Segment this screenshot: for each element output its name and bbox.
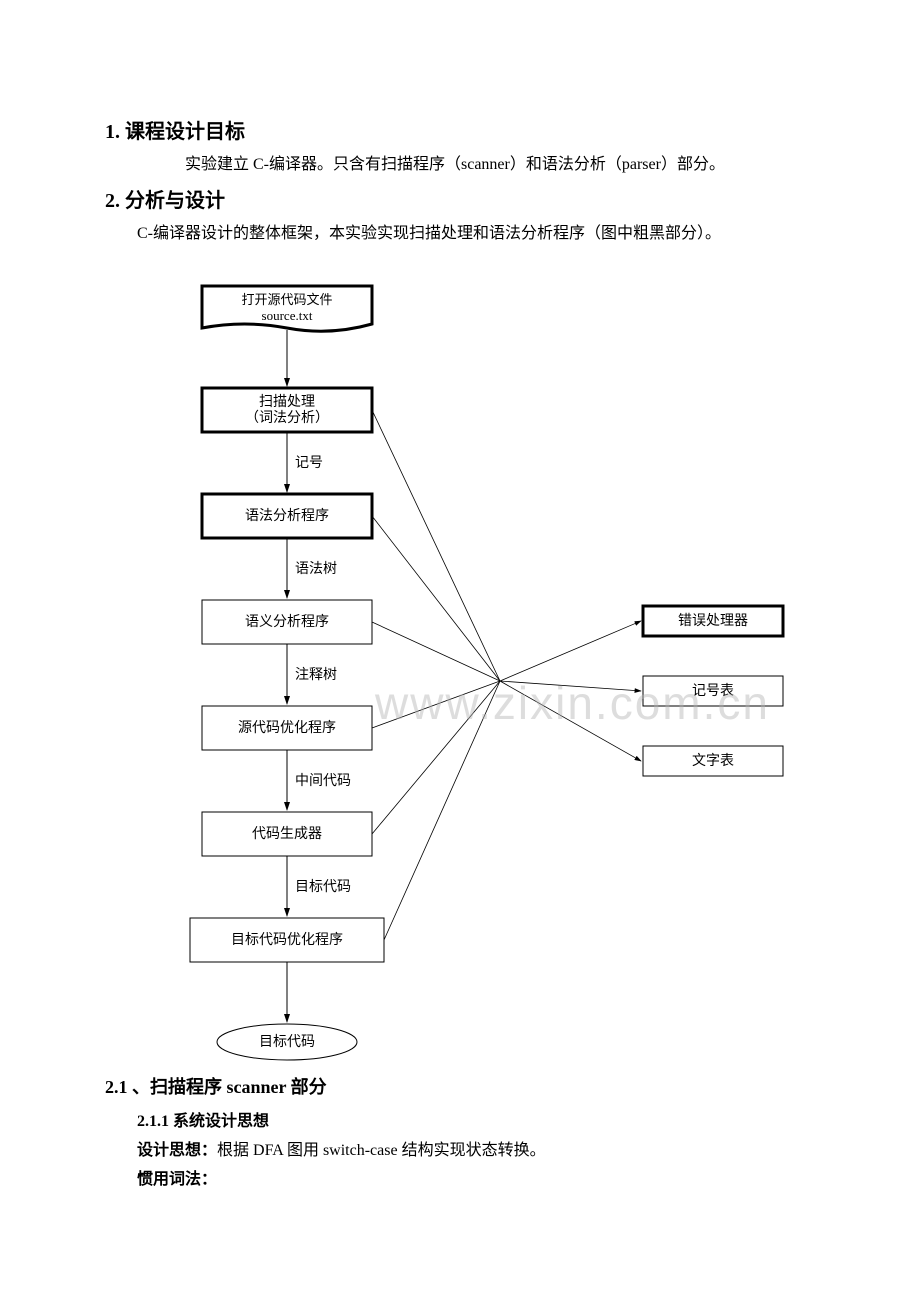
svg-text:source.txt: source.txt <box>262 308 313 323</box>
heading-2: 2.1 、扫描程序 scanner 部分 <box>105 1073 815 1099</box>
svg-text:记号: 记号 <box>295 455 323 471</box>
label-bold: 设计思想： <box>137 1142 217 1159</box>
paragraph: 设计思想：根据 DFA 图用 switch-case 结构实现状态转换。 <box>137 1137 815 1166</box>
paragraph: 实验建立 C-编译器。只含有扫描程序（scanner）和语法分析（parser）… <box>185 152 815 178</box>
svg-text:语义分析程序: 语义分析程序 <box>245 614 329 630</box>
svg-text:（词法分析）: （词法分析） <box>245 410 329 426</box>
label-bold: 惯用词法： <box>137 1171 217 1188</box>
svg-text:打开源代码文件: 打开源代码文件 <box>241 292 332 307</box>
svg-text:语法分析程序: 语法分析程序 <box>245 508 329 524</box>
svg-text:源代码优化程序: 源代码优化程序 <box>238 720 336 736</box>
svg-text:扫描处理: 扫描处理 <box>259 394 315 410</box>
svg-text:目标代码优化程序: 目标代码优化程序 <box>231 932 343 948</box>
svg-text:错误处理器: 错误处理器 <box>678 613 748 629</box>
svg-text:文字表: 文字表 <box>692 753 734 769</box>
paragraph: C-编译器设计的整体框架，本实验实现扫描处理和语法分析程序（图中粗黑部分）。 <box>137 221 815 247</box>
svg-text:目标代码: 目标代码 <box>295 879 351 895</box>
text: 根据 DFA 图用 switch-case 结构实现状态转换。 <box>217 1142 546 1159</box>
svg-text:记号表: 记号表 <box>692 683 734 699</box>
svg-text:目标代码: 目标代码 <box>259 1034 315 1050</box>
svg-text:代码生成器: 代码生成器 <box>252 826 322 842</box>
paragraph: 惯用词法： <box>137 1166 815 1195</box>
heading-3: 2.1.1 系统设计思想 <box>137 1107 815 1131</box>
svg-text:注释树: 注释树 <box>295 667 337 683</box>
heading-1: 1. 课程设计目标 <box>105 115 815 144</box>
compiler-flowchart: 打开源代码文件source.txt 扫描处理（词法分析） 语法分析程序语义分析程序源… <box>145 276 845 1061</box>
svg-text:中间代码: 中间代码 <box>295 773 351 789</box>
heading-1: 2. 分析与设计 <box>105 184 815 213</box>
svg-text:语法树: 语法树 <box>295 561 337 577</box>
